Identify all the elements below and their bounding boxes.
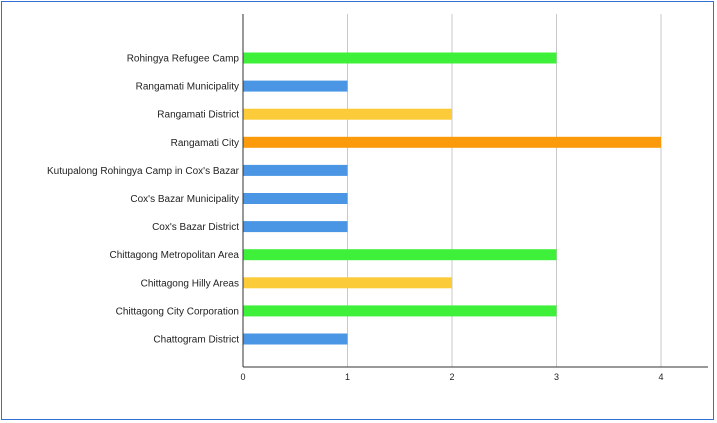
category-label: Chattogram District bbox=[153, 335, 239, 346]
category-label: Kutupalong Rohingya Camp in Cox's Bazar bbox=[47, 166, 240, 177]
category-label: Cox's Bazar Municipality bbox=[130, 194, 239, 205]
bar bbox=[243, 193, 348, 204]
x-tick-label: 1 bbox=[345, 372, 350, 382]
bar bbox=[243, 249, 557, 261]
category-label: Rangamati District bbox=[157, 110, 239, 121]
bar bbox=[243, 136, 661, 148]
bar bbox=[243, 52, 557, 64]
x-tick-label: 2 bbox=[449, 372, 454, 382]
bar bbox=[243, 80, 348, 92]
category-label: Chittagong Hilly Areas bbox=[141, 278, 239, 289]
bar bbox=[243, 305, 557, 317]
category-label: Rohingya Refugee Camp bbox=[127, 54, 240, 65]
bar bbox=[243, 333, 348, 345]
bar bbox=[243, 277, 452, 289]
bar bbox=[243, 164, 348, 176]
category-label: Rangamati City bbox=[171, 138, 239, 149]
category-label: Cox's Bazar District bbox=[152, 222, 239, 233]
x-tick-label: 0 bbox=[240, 372, 245, 382]
bar bbox=[243, 108, 452, 120]
category-label: Chittagong Metropolitan Area bbox=[109, 250, 239, 261]
category-label: Chittagong City Corporation bbox=[116, 306, 239, 317]
x-tick-label: 4 bbox=[658, 372, 663, 382]
bar bbox=[243, 221, 348, 233]
category-label: Rangamati Municipality bbox=[136, 82, 239, 93]
x-tick-label: 3 bbox=[554, 372, 559, 382]
